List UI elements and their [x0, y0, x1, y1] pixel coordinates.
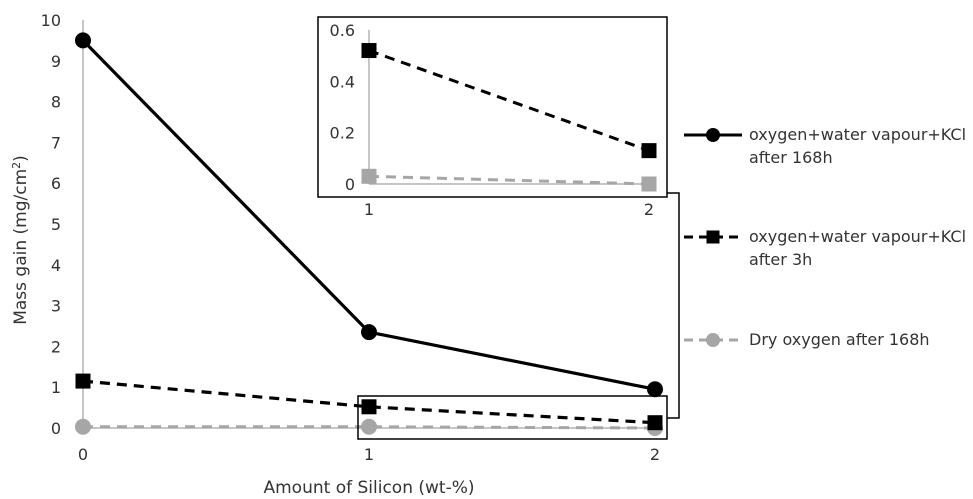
- legend-label: Dry oxygen after 168h: [749, 330, 930, 349]
- y-tick-label: 5: [51, 215, 61, 234]
- data-point: [361, 399, 377, 415]
- inset-x-tick-label: 2: [644, 200, 654, 219]
- y-tick-label: 10: [41, 11, 61, 30]
- y-tick-label: 4: [51, 256, 61, 275]
- data-point: [75, 32, 91, 49]
- y-tick-label: 0: [51, 419, 61, 438]
- zoom-connector: [667, 192, 680, 419]
- inset-y-tick-label: 0.2: [330, 124, 355, 143]
- x-tick-label: 1: [364, 445, 374, 464]
- legend-swatch-marker: [706, 333, 720, 347]
- series-line: [83, 425, 656, 430]
- inset-series-line: [368, 174, 650, 186]
- series-line: [82, 379, 656, 425]
- legend-label: oxygen+water vapour+KCl after 168h: [749, 125, 966, 167]
- inset-y-tick-label: 0.4: [330, 72, 355, 91]
- inset-data-point: [641, 143, 657, 159]
- legend-label: oxygen+water vapour+KCl after 3h: [749, 227, 966, 269]
- legend: oxygen+water vapour+KCl after 168h oxygen+…: [684, 125, 966, 349]
- legend-swatch-marker: [706, 128, 720, 142]
- x-tick-label: 2: [650, 445, 660, 464]
- data-point: [75, 373, 91, 389]
- legend-swatch-marker: [706, 230, 720, 244]
- zoom-box: [357, 192, 680, 440]
- inset-plot: 0 0.2 0.4 0.6 1 2: [317, 16, 668, 219]
- y-axis-title: Mass gain (mg/cm2): [10, 155, 32, 325]
- y-tick-label: 8: [51, 93, 61, 112]
- x-axis-title: Amount of Silicon (wt-%): [263, 478, 474, 498]
- y-tick-label: 7: [51, 133, 61, 152]
- y-tick-label: 9: [51, 52, 61, 71]
- inset-data-point: [641, 176, 657, 192]
- y-tick-label: 6: [51, 174, 61, 193]
- inset-data-point: [361, 43, 377, 59]
- data-point: [361, 324, 377, 341]
- y-tick-label: 1: [51, 378, 61, 397]
- zoom-region-box: [357, 395, 668, 440]
- y-tick-label: 2: [51, 337, 61, 356]
- inset-x-tick-label: 1: [364, 200, 374, 219]
- data-point: [75, 418, 91, 435]
- data-point: [361, 418, 377, 435]
- x-tick-label: 0: [78, 445, 88, 464]
- inset-series-line: [368, 49, 650, 153]
- data-point: [647, 381, 663, 398]
- inset-y-tick-label: 0: [345, 175, 355, 194]
- inset-y-tick-label: 0.6: [330, 21, 355, 40]
- inset-data-point: [361, 168, 377, 184]
- data-point: [647, 415, 663, 431]
- y-tick-label: 3: [51, 297, 61, 316]
